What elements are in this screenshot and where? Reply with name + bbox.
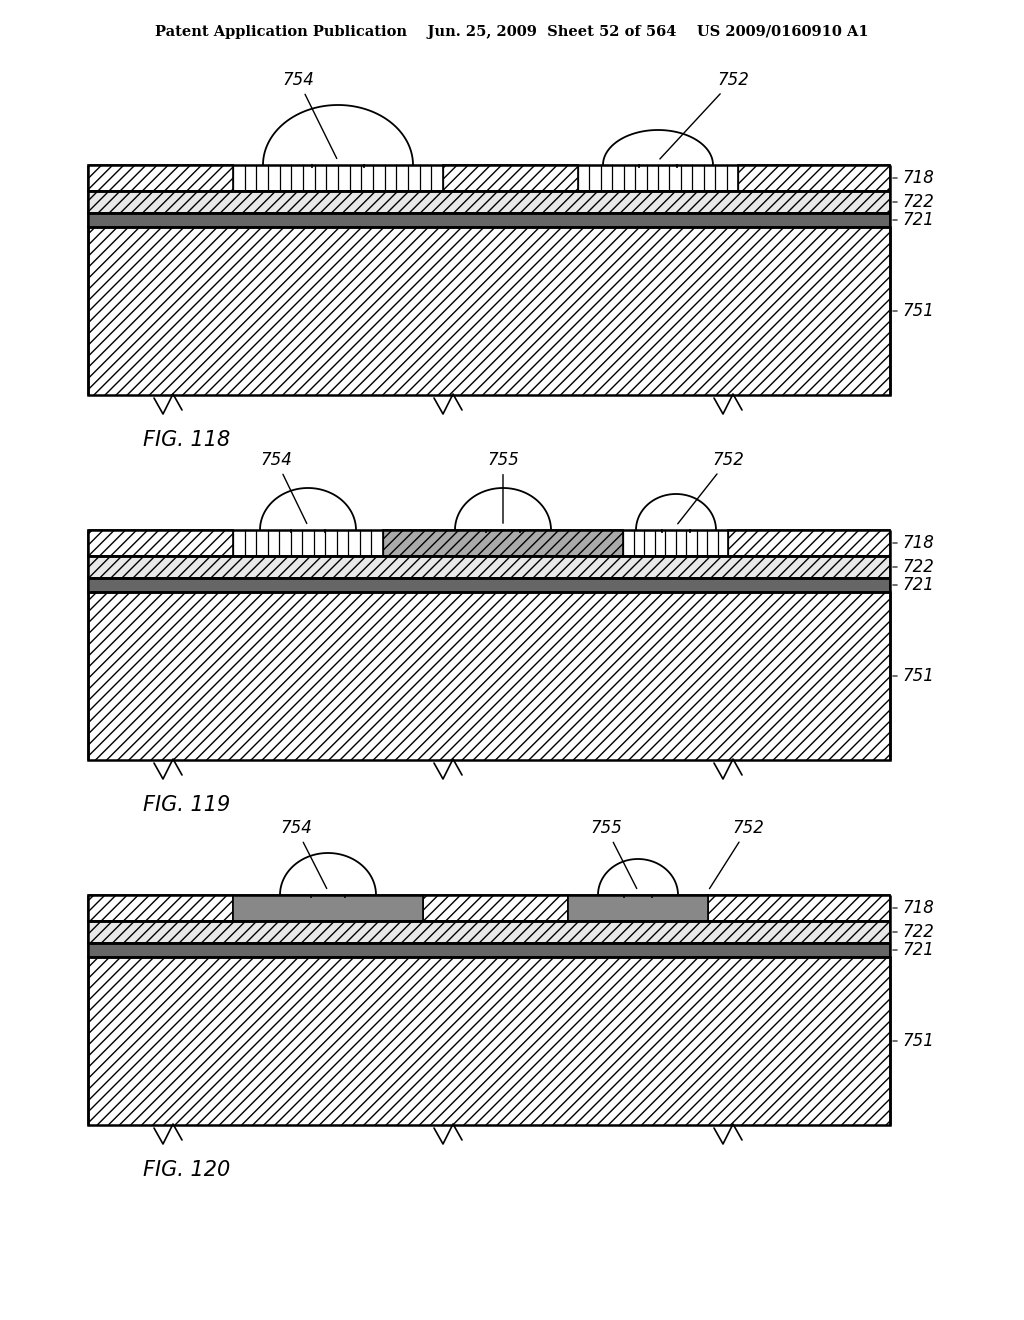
Text: 718: 718	[902, 899, 934, 917]
Bar	[383, 531, 623, 556]
Bar	[233, 895, 423, 921]
Bar	[423, 895, 568, 921]
Text: 755: 755	[590, 818, 637, 888]
Text: 752: 752	[710, 818, 764, 888]
Bar	[728, 531, 890, 556]
Bar	[88, 957, 890, 1125]
Text: Patent Application Publication    Jun. 25, 2009  Sheet 52 of 564    US 2009/0160: Patent Application Publication Jun. 25, …	[156, 25, 868, 40]
Bar	[708, 895, 890, 921]
Text: 751: 751	[902, 667, 934, 685]
Bar	[88, 895, 233, 921]
Text: 722: 722	[902, 193, 934, 211]
Text: 752: 752	[659, 71, 749, 158]
Text: FIG. 118: FIG. 118	[143, 430, 230, 450]
Bar	[88, 942, 890, 957]
Text: 751: 751	[902, 1032, 934, 1049]
Text: 754: 754	[282, 71, 337, 158]
Bar	[88, 531, 233, 556]
Text: 722: 722	[902, 558, 934, 576]
Text: 718: 718	[902, 535, 934, 552]
Bar	[88, 165, 233, 191]
Text: 754: 754	[260, 451, 307, 524]
Text: 752: 752	[678, 451, 744, 524]
Text: FIG. 120: FIG. 120	[143, 1160, 230, 1180]
Text: 751: 751	[902, 302, 934, 319]
Text: 718: 718	[902, 169, 934, 187]
Text: 721: 721	[902, 941, 934, 960]
Text: 722: 722	[902, 923, 934, 941]
Bar	[88, 591, 890, 760]
Text: 721: 721	[902, 211, 934, 228]
Text: 755: 755	[487, 451, 519, 523]
Text: FIG. 119: FIG. 119	[143, 795, 230, 814]
Bar	[88, 213, 890, 227]
Bar	[568, 895, 708, 921]
Text: 754: 754	[280, 818, 327, 888]
Bar	[88, 556, 890, 578]
Text: 721: 721	[902, 576, 934, 594]
Bar	[88, 921, 890, 942]
Bar	[88, 191, 890, 213]
Bar	[738, 165, 890, 191]
Bar	[443, 165, 578, 191]
Bar	[88, 578, 890, 591]
Bar	[88, 227, 890, 395]
